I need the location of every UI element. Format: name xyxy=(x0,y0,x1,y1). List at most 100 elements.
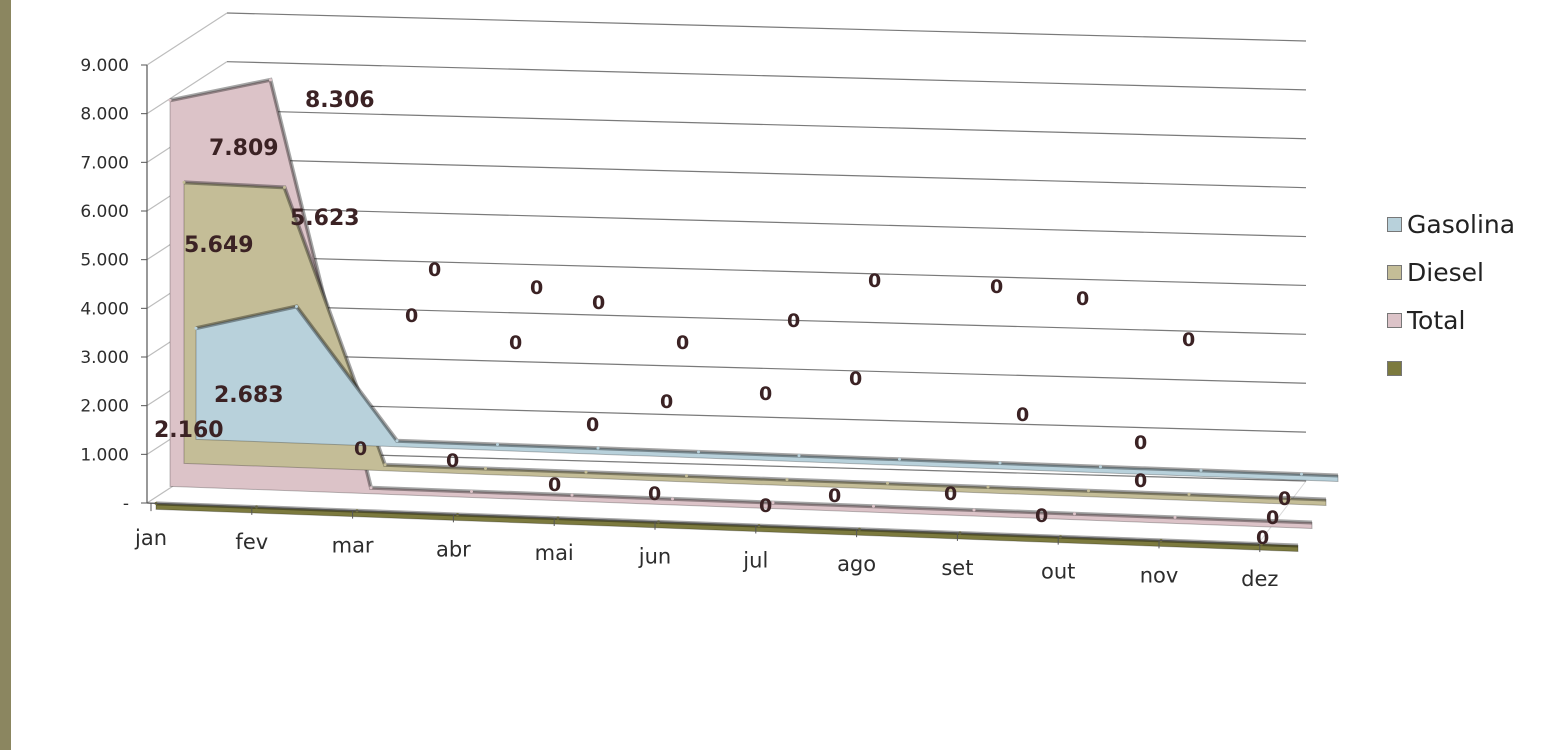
data-label: 2.160 xyxy=(154,418,224,443)
legend-label-diesel: Diesel xyxy=(1407,257,1484,287)
series-point xyxy=(283,185,286,189)
back-wall xyxy=(227,13,1306,481)
gridline-join xyxy=(146,61,228,115)
legend-swatch-total xyxy=(1387,312,1402,328)
x-tick-label: abr xyxy=(436,537,471,561)
legend-label-gasolina: Gasolina xyxy=(1407,209,1516,239)
series-area xyxy=(183,181,1327,506)
gridline xyxy=(226,255,1307,287)
zero-label: 0 xyxy=(1182,329,1195,351)
series-point xyxy=(1173,515,1177,519)
zero-label: 0 xyxy=(944,483,957,505)
series-point xyxy=(1187,492,1191,496)
legend-swatch-diesel xyxy=(1387,264,1402,280)
data-labels: 2.1602.6835.6495.6237.8098.3060000000000… xyxy=(154,88,1291,549)
gridline xyxy=(226,158,1307,189)
series-point xyxy=(785,478,789,482)
gridline xyxy=(226,207,1307,238)
zero-label: 0 xyxy=(530,277,543,299)
x-tick-label: set xyxy=(941,556,973,580)
x-tick-label: nov xyxy=(1140,563,1179,587)
y-tick-label: 5.000 xyxy=(80,251,129,271)
series-point xyxy=(1099,465,1102,469)
series-point xyxy=(168,98,172,102)
zero-label: 0 xyxy=(592,292,605,314)
zero-label: 0 xyxy=(1035,505,1048,527)
x-tick-label: dez xyxy=(1241,567,1278,591)
series-point xyxy=(1274,519,1277,523)
zero-label: 0 xyxy=(849,368,862,390)
series-point xyxy=(1087,489,1090,493)
x-tick-label: out xyxy=(1041,560,1075,584)
series-point xyxy=(194,326,198,330)
gridline xyxy=(226,353,1307,384)
zero-label: 0 xyxy=(759,383,772,405)
zero-label: 0 xyxy=(428,259,441,281)
y-tick-label: 4.000 xyxy=(80,299,129,319)
gridline xyxy=(226,304,1307,335)
x-tick-label: mar xyxy=(332,534,374,558)
zero-label: 0 xyxy=(1278,488,1291,510)
y-tick-label: 2.000 xyxy=(80,397,129,417)
legend-swatch-gasolina xyxy=(1387,216,1402,232)
series-point xyxy=(269,78,272,82)
series-point xyxy=(998,461,1002,465)
zero-label: 0 xyxy=(828,485,841,507)
series-point xyxy=(182,180,186,184)
zero-label: 0 xyxy=(660,391,673,413)
x-axis: jan fev mar abr mai jun jul ago set out nov dez xyxy=(134,502,1278,591)
series-point xyxy=(369,486,373,490)
series-point xyxy=(395,439,399,443)
series-point xyxy=(584,470,588,474)
series-point xyxy=(797,454,801,458)
y-tick-label: 7.000 xyxy=(80,153,129,173)
legend-item-gasolina: Gasolina xyxy=(1387,200,1537,248)
zero-label: 0 xyxy=(509,332,522,354)
series-point xyxy=(570,493,574,497)
data-label: 5.623 xyxy=(290,206,360,231)
legend-item-unnamed xyxy=(1387,344,1537,392)
y-axis: - 1.000 2.000 3.000 4.000 5.000 6.000 7.000 8.00… xyxy=(80,56,148,514)
gridline xyxy=(226,450,1307,482)
zero-label: 0 xyxy=(1266,507,1279,529)
series-point xyxy=(1260,542,1263,546)
gridline xyxy=(226,401,1307,433)
x-tick-label: ago xyxy=(837,552,876,576)
zero-label: 0 xyxy=(990,276,1003,298)
legend-item-diesel: Diesel xyxy=(1387,248,1537,296)
series-point xyxy=(1288,496,1291,500)
series-point xyxy=(1073,512,1076,516)
data-label: 7.809 xyxy=(209,136,279,161)
series-point xyxy=(470,489,473,493)
series-point xyxy=(685,474,688,478)
series-point xyxy=(1199,468,1203,472)
y-tick-label: 3.000 xyxy=(80,348,129,368)
zero-label: 0 xyxy=(446,450,459,472)
series-area xyxy=(195,305,1339,482)
series-point xyxy=(295,304,298,308)
zero-label: 0 xyxy=(1134,470,1147,492)
gridline xyxy=(226,109,1307,140)
series-point xyxy=(596,446,600,450)
data-label: 2.683 xyxy=(214,383,284,408)
zero-label: 0 xyxy=(759,495,772,517)
series-point xyxy=(1300,472,1303,476)
zero-label: 0 xyxy=(405,305,418,327)
series-point xyxy=(496,442,499,446)
zero-label: 0 xyxy=(868,270,881,292)
zero-label: 0 xyxy=(1134,432,1147,454)
series-point xyxy=(872,504,875,508)
y-tick-label: 9.000 xyxy=(80,56,129,76)
gridline xyxy=(226,61,1307,91)
zero-label: 0 xyxy=(586,414,599,436)
series-point xyxy=(898,457,901,461)
series-point xyxy=(383,463,387,467)
x-tick-label: jul xyxy=(742,548,768,572)
series-area xyxy=(169,79,1313,529)
zero-label: 0 xyxy=(1016,404,1029,426)
zero-label: 0 xyxy=(548,474,561,496)
zero-label: 0 xyxy=(354,438,367,460)
series-point xyxy=(671,497,674,501)
frame-border xyxy=(0,0,11,750)
